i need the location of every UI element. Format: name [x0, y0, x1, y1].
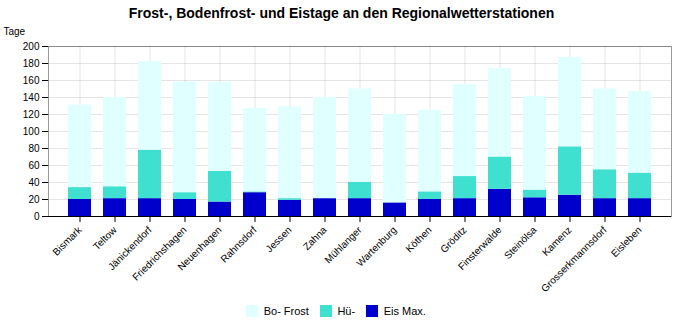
- svg-text:Eisleben: Eisleben: [609, 224, 644, 259]
- svg-text:200: 200: [23, 41, 40, 52]
- svg-text:Neuenhagen: Neuenhagen: [175, 224, 223, 272]
- svg-text:180: 180: [23, 58, 40, 69]
- svg-text:120: 120: [23, 109, 40, 120]
- svg-text:Gröditz: Gröditz: [438, 224, 469, 255]
- svg-text:Bismark: Bismark: [50, 224, 84, 258]
- svg-text:Zahna: Zahna: [301, 224, 329, 252]
- html-text:Hü-: Hü-: [337, 304, 356, 317]
- svg-text:Finsterwalde: Finsterwalde: [456, 224, 504, 272]
- html-text:Bo- Frost: Bo- Frost: [263, 304, 309, 317]
- svg-text:60: 60: [28, 160, 40, 171]
- svg-text:80: 80: [28, 143, 40, 154]
- svg-text:Jessen: Jessen: [263, 224, 293, 254]
- svg-text:20: 20: [28, 194, 40, 205]
- svg-text:Wartenburg: Wartenburg: [354, 224, 398, 268]
- svg-text:0: 0: [34, 211, 40, 222]
- svg-text:100: 100: [23, 126, 40, 137]
- svg-text:Grosserkmannsdorf: Grosserkmannsdorf: [539, 224, 609, 294]
- svg-text:Köthen: Köthen: [403, 224, 433, 254]
- svg-text:160: 160: [23, 75, 40, 86]
- svg-text:Rahnsdorf: Rahnsdorf: [218, 224, 259, 265]
- svg-text:40: 40: [28, 177, 40, 188]
- svg-text:Friedrichshagen: Friedrichshagen: [130, 224, 188, 282]
- svg-text:Steinölsa: Steinölsa: [502, 224, 539, 261]
- svg-text:Tage: Tage: [4, 26, 26, 37]
- html-text:Eis Max.: Eis Max.: [383, 304, 426, 317]
- svg-text:140: 140: [23, 92, 40, 103]
- svg-text:Teltow: Teltow: [91, 224, 119, 252]
- svg-text:Kamenz: Kamenz: [540, 224, 574, 258]
- html-text:Frost-, Bodenfrost- und Eistag: Frost-, Bodenfrost- und Eistage an den R…: [128, 5, 555, 21]
- svg-text:Jänickendorf: Jänickendorf: [105, 224, 154, 273]
- svg-text:Mühlanger: Mühlanger: [322, 224, 364, 266]
